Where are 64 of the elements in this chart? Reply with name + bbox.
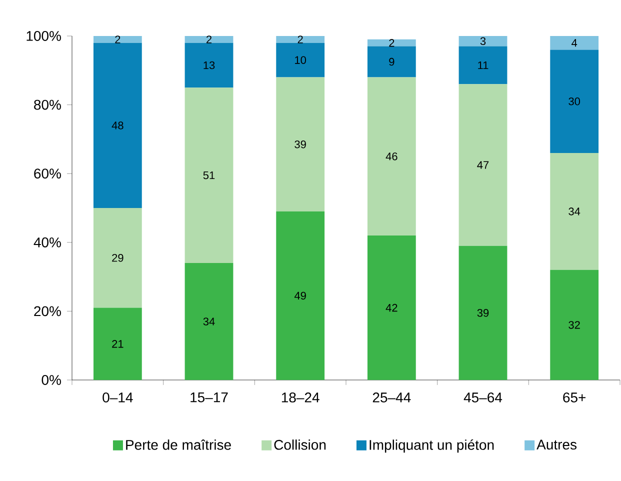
y-tick-label: 100% — [26, 31, 61, 41]
data-label: 34 — [568, 208, 580, 216]
bar — [550, 36, 599, 50]
x-tick-label: 18–24 — [282, 392, 320, 402]
bar — [367, 46, 416, 78]
bar — [458, 84, 508, 246]
bar — [276, 36, 325, 43]
data-label: 9 — [389, 58, 394, 66]
bar — [550, 152, 599, 270]
bar — [184, 36, 234, 43]
x-tick-label: 45–64 — [464, 392, 502, 402]
bar — [93, 308, 142, 380]
x-tick-label: 0–14 — [102, 392, 133, 402]
data-label: 49 — [294, 292, 306, 300]
bar — [276, 77, 325, 212]
legend-label: Perte de maîtrise — [126, 440, 231, 450]
y-tick-label: 0% — [42, 375, 61, 385]
y-tick-label: 40% — [34, 237, 61, 248]
data-label: 2 — [389, 39, 394, 47]
data-label: 3 — [480, 37, 486, 46]
data-label: 2 — [298, 36, 303, 44]
data-label: 21 — [112, 340, 124, 348]
data-label: 4 — [572, 39, 578, 47]
data-label: 47 — [477, 161, 489, 169]
bar — [93, 42, 142, 208]
legend-label: Collision — [274, 440, 326, 450]
x-tick-label: 25–44 — [372, 392, 411, 402]
bar — [93, 208, 142, 308]
bar — [367, 39, 416, 46]
bar — [550, 270, 599, 380]
bar — [276, 211, 325, 380]
data-label: 34 — [203, 318, 215, 326]
data-label: 32 — [568, 321, 580, 329]
bar — [550, 50, 599, 153]
y-tick-label: 80% — [34, 100, 61, 110]
bar — [184, 42, 234, 88]
bar — [93, 36, 142, 43]
data-label: 2 — [206, 36, 212, 44]
bar — [458, 46, 508, 84]
y-tick-label: 60% — [34, 168, 61, 179]
data-label: 42 — [386, 304, 398, 312]
bar — [458, 36, 508, 46]
data-label: 39 — [294, 140, 306, 148]
data-label: 46 — [386, 152, 398, 160]
data-label: 29 — [112, 254, 124, 262]
bar — [367, 77, 416, 236]
bar — [184, 88, 234, 264]
legend-label: Impliquant un piéton — [370, 439, 494, 453]
data-label: 2 — [115, 36, 120, 44]
legend-label: Autres — [536, 440, 577, 450]
x-tick-label: 65+ — [563, 392, 586, 402]
data-label: 30 — [568, 97, 580, 106]
x-tick-label: 15–17 — [190, 392, 228, 402]
data-label: 51 — [203, 171, 215, 180]
data-label: 10 — [295, 56, 306, 64]
data-label: 48 — [112, 122, 124, 130]
data-label: 13 — [204, 61, 215, 70]
bar — [367, 236, 416, 380]
data-label: 39 — [477, 309, 489, 317]
data-label: 11 — [478, 61, 488, 70]
y-tick-label: 20% — [34, 306, 61, 316]
bar — [184, 263, 234, 380]
bar — [276, 42, 325, 78]
bar — [458, 246, 508, 380]
